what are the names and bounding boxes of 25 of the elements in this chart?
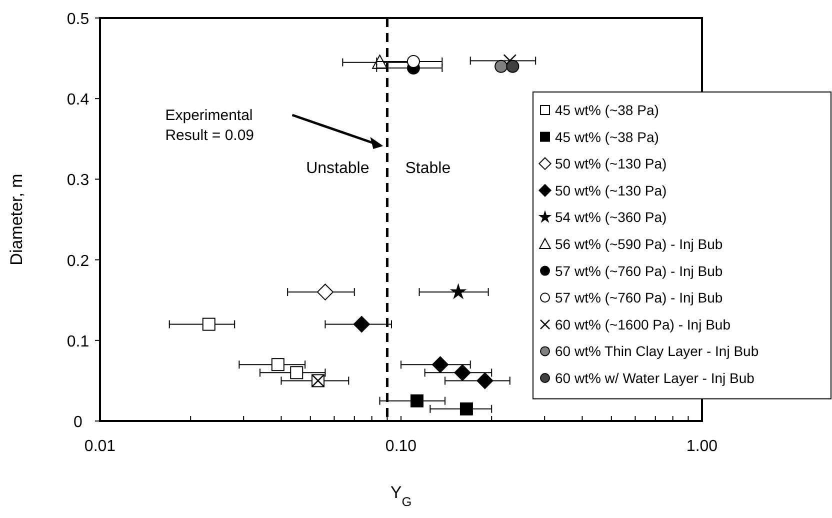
- legend-label: 50 wt% (~130 Pa): [555, 156, 667, 172]
- legend-label: 57 wt% (~760 Pa) - Inj Bub: [555, 262, 723, 279]
- annotation: Experimental Result = 0.09: [165, 107, 254, 144]
- y-tick-label: 0.2: [66, 252, 90, 270]
- annotation: Stable: [405, 160, 451, 177]
- legend-label: 60 wt% (~1600 Pa) - Inj Bub: [555, 316, 731, 332]
- legend-label: 56 wt% (~590 Pa) - Inj Bub: [555, 236, 723, 252]
- y-tick-label: 0.4: [66, 92, 90, 109]
- y-tick-label: 0.5: [66, 11, 90, 28]
- y-axis-title: Diameter, m: [7, 174, 26, 266]
- x-tick-label: 1.00: [686, 438, 718, 455]
- legend-label: 45 wt% (~38 Pa): [555, 128, 659, 145]
- y-tick-label: 0.3: [66, 172, 90, 190]
- y-tick-label: 0: [74, 414, 83, 431]
- y-tick-label: 0.1: [66, 333, 90, 350]
- legend-label: 50 wt% (~130 Pa): [555, 182, 667, 198]
- legend-label: 45 wt% (~38 Pa): [555, 102, 659, 118]
- annotation: Unstable: [306, 160, 370, 177]
- legend-label: 60 wt% Thin Clay Layer - Inj Bub: [555, 343, 759, 360]
- x-tick-label: 0.10: [385, 438, 417, 455]
- x-tick-label: 0.01: [84, 438, 116, 455]
- x-axis-title: Y$_{G}$: [390, 483, 412, 508]
- legend-label: 60 wt% w/ Water Layer - Inj Bub: [555, 370, 755, 386]
- legend-label: 57 wt% (~760 Pa) - Inj Bub: [555, 290, 723, 306]
- legend-label: 54 wt% (~360 Pa): [555, 209, 667, 226]
